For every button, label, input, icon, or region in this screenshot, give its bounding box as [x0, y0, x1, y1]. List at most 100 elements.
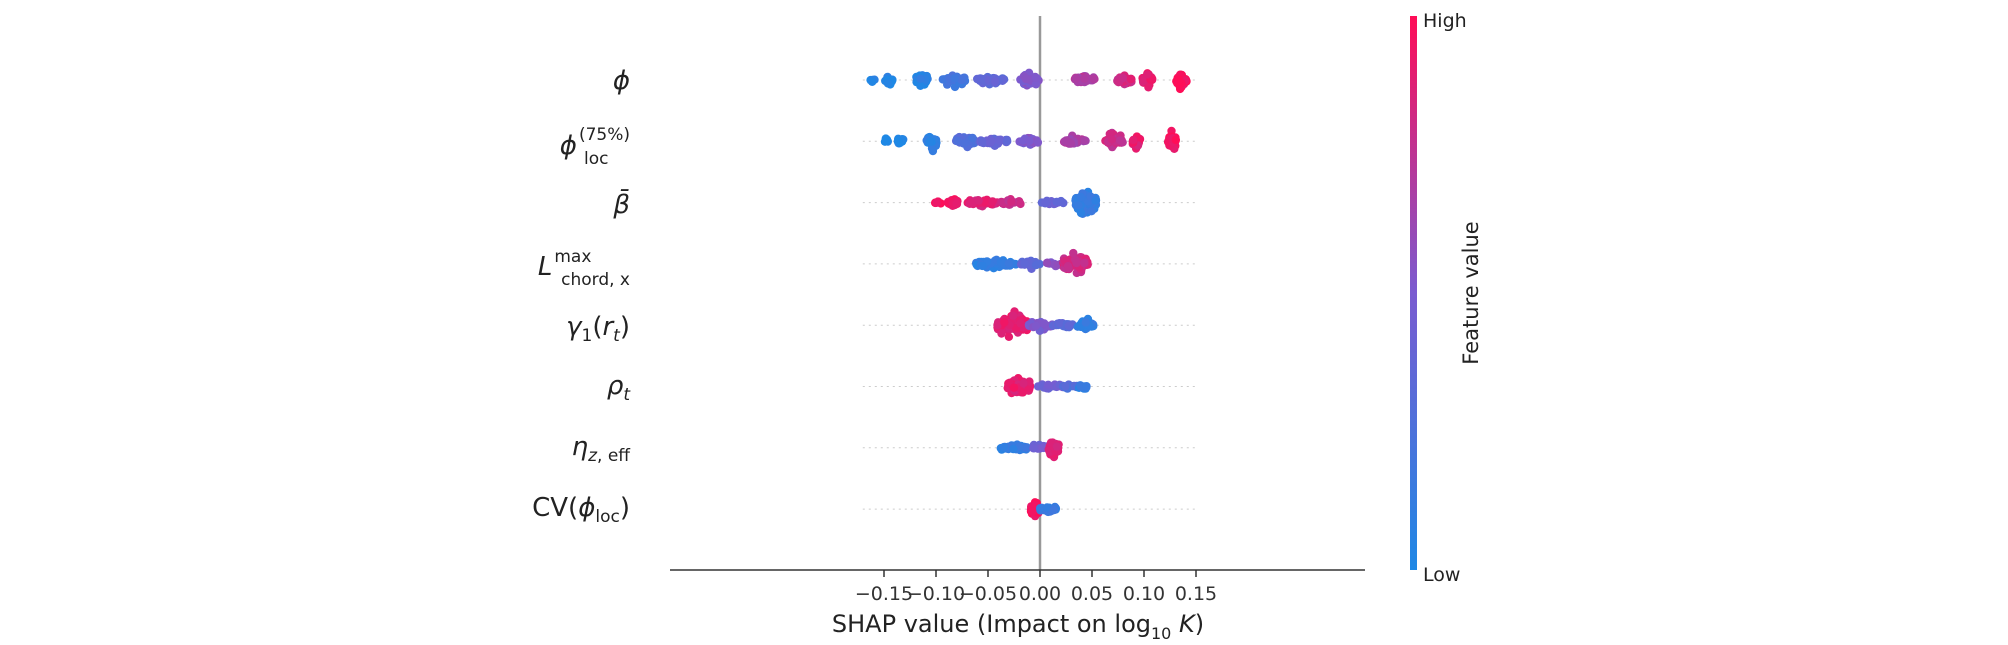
- shap-point: [1129, 135, 1138, 145]
- shap-point: [978, 138, 988, 148]
- shap-point: [1042, 503, 1052, 512]
- shap-point: [1071, 74, 1081, 83]
- shap-point: [1049, 505, 1058, 515]
- shap-point: [1118, 73, 1128, 83]
- shap-point: [1025, 136, 1034, 146]
- shap-points: [866, 68, 1191, 521]
- shap-point: [980, 196, 989, 205]
- colorbar-high-label: High: [1423, 10, 1467, 32]
- shap-point: [1069, 248, 1078, 258]
- shap-point: [987, 137, 996, 146]
- shap-point: [953, 136, 962, 146]
- x-tick-label: 0.05: [1071, 583, 1113, 605]
- shap-point: [1031, 80, 1041, 89]
- shap-point: [916, 81, 925, 91]
- feature-label-phi-loc-75: ϕ (75%) loc: [560, 125, 630, 169]
- shap-point: [1031, 321, 1041, 331]
- x-tick-label: −0.15: [855, 583, 913, 605]
- shap-point: [932, 198, 941, 207]
- shap-point: [1033, 138, 1043, 147]
- shap-point: [950, 74, 959, 83]
- x-tick-label: −0.10: [907, 583, 965, 605]
- colorbar-title: Feature value: [1459, 221, 1483, 364]
- shap-point: [1052, 442, 1062, 451]
- shap-point: [1020, 259, 1029, 268]
- shap-point: [999, 442, 1009, 452]
- shap-point: [893, 136, 903, 145]
- feature-label-cv-phi-loc: CV(ϕloc): [532, 493, 630, 527]
- feature-label-phi: ϕ: [613, 66, 630, 96]
- feature-label-eta-z-eff: ηz, eff: [572, 432, 632, 466]
- shap-point: [1089, 74, 1098, 84]
- shap-point: [1000, 318, 1009, 327]
- shap-point: [1174, 75, 1184, 85]
- shap-point: [1063, 262, 1073, 271]
- shap-point: [1002, 137, 1011, 146]
- shap-point: [1080, 258, 1089, 268]
- x-axis-ticks: −0.15−0.10−0.05 0.00 0.05 0.10 0.15: [855, 570, 1217, 605]
- x-axis-title: SHAP value (Impact on log10 K): [832, 610, 1204, 643]
- shap-point: [883, 79, 893, 88]
- shap-point: [1035, 504, 1045, 513]
- shap-point: [927, 144, 937, 153]
- shap-point: [968, 133, 977, 143]
- shap-point: [1126, 74, 1136, 84]
- colorbar: [1410, 16, 1417, 570]
- feature-label-rho-t: ρt: [607, 371, 632, 405]
- shap-point: [1091, 196, 1100, 205]
- shap-point: [1007, 197, 1016, 206]
- shap-point: [957, 75, 966, 85]
- shap-point: [990, 77, 1000, 86]
- x-tick-label: 0.10: [1123, 583, 1165, 605]
- shap-point: [1009, 383, 1019, 392]
- shap-point: [1004, 332, 1014, 341]
- shap-point: [1032, 260, 1041, 270]
- shap-point: [1044, 380, 1053, 389]
- shap-point: [988, 197, 997, 206]
- shap-point: [1016, 199, 1025, 209]
- shap-point: [1040, 319, 1049, 328]
- shap-point: [1018, 388, 1028, 397]
- shap-point: [1076, 192, 1085, 202]
- shap-point: [994, 136, 1004, 145]
- shap-point: [1040, 198, 1050, 207]
- shap-point: [1082, 382, 1091, 391]
- feature-label-gamma1-rt: γ1(rt): [566, 312, 630, 346]
- colorbar-low-label: Low: [1423, 564, 1460, 586]
- shap-point: [1107, 135, 1117, 144]
- shap-point: [1072, 258, 1081, 268]
- shap-point: [1143, 70, 1152, 79]
- shap-point: [1080, 136, 1089, 145]
- shap-point: [1055, 319, 1064, 328]
- shap-point: [1064, 321, 1074, 330]
- shap-point: [916, 74, 925, 83]
- shap-point: [1031, 73, 1041, 83]
- shap-point: [952, 199, 961, 208]
- shap-point: [1016, 319, 1025, 328]
- shap-point: [1061, 382, 1070, 391]
- shap-point: [1004, 259, 1013, 268]
- shap-point: [1087, 207, 1096, 216]
- shap-point: [925, 137, 934, 146]
- shap-point: [960, 139, 969, 148]
- shap-point: [974, 196, 983, 205]
- shap-point: [973, 74, 982, 84]
- shap-point: [1018, 136, 1028, 145]
- shap-point: [1019, 379, 1028, 388]
- shap-point: [1009, 444, 1018, 454]
- shap-point: [1080, 74, 1089, 83]
- shap-point: [1021, 74, 1031, 84]
- shap-point: [1074, 201, 1083, 210]
- shap-point: [997, 329, 1006, 338]
- shap-point: [978, 261, 987, 271]
- shap-point: [1042, 258, 1052, 268]
- shap-point: [1008, 311, 1018, 320]
- shap-point: [1081, 318, 1091, 327]
- shap-point: [882, 135, 892, 144]
- shap-point: [868, 77, 877, 87]
- shap-point: [1021, 443, 1031, 452]
- shap-point: [1171, 135, 1181, 145]
